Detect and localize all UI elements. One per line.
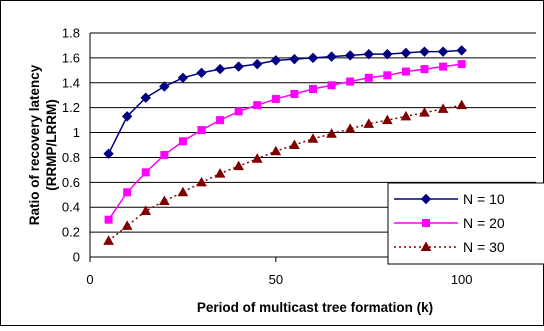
legend-label: N = 20 (463, 215, 505, 231)
data-point (160, 150, 169, 159)
data-point (419, 107, 430, 117)
data-point (270, 145, 282, 156)
legend-label: N = 30 (463, 239, 505, 255)
data-point (383, 71, 392, 80)
y-axis-title-line-1: Ratio of recovery latency (27, 64, 42, 225)
data-point (400, 110, 412, 121)
y-tick-label: 1.2 (62, 100, 80, 115)
data-point (327, 81, 336, 90)
data-point (234, 107, 243, 116)
data-point (123, 188, 132, 197)
data-point (344, 123, 356, 133)
data-point (196, 67, 207, 79)
data-point (307, 133, 319, 143)
data-point (419, 46, 430, 57)
x-tick-label: 100 (451, 272, 473, 287)
data-point (177, 186, 189, 197)
data-point (326, 51, 337, 62)
data-point (159, 81, 170, 92)
data-point (196, 176, 207, 187)
legend-marker (422, 219, 430, 227)
y-axis-title-line-2: (RRMP/LRRM) (44, 99, 59, 190)
y-tick-label: 1.4 (62, 75, 80, 90)
y-tick-label: 0.8 (62, 150, 80, 165)
data-point (439, 62, 448, 71)
data-point (400, 47, 412, 59)
data-point (420, 65, 429, 74)
data-point (158, 195, 170, 205)
data-point (289, 53, 300, 65)
data-point (289, 139, 300, 149)
data-point (251, 153, 263, 163)
data-point (214, 63, 226, 75)
data-point (104, 215, 113, 224)
legend-marker (420, 193, 432, 205)
data-point (290, 89, 299, 98)
y-tick-label: 1.6 (62, 50, 80, 65)
data-point (214, 168, 226, 178)
data-point (178, 137, 187, 146)
data-point (177, 72, 189, 84)
y-tick-label: 0.4 (62, 200, 80, 215)
data-point (140, 205, 152, 215)
data-point (121, 220, 133, 230)
data-point (364, 73, 373, 82)
data-point (270, 55, 282, 66)
data-point (271, 94, 280, 103)
data-point (381, 114, 393, 125)
data-point (197, 126, 206, 135)
data-point (382, 48, 393, 60)
series-1 (103, 45, 467, 159)
data-point (344, 50, 356, 61)
y-tick-label: 0.2 (62, 225, 80, 240)
y-tick-label: 1.8 (62, 26, 80, 41)
data-point (307, 52, 319, 64)
data-point (457, 60, 466, 69)
series-group (103, 45, 468, 245)
data-point (326, 128, 337, 138)
data-point (121, 111, 133, 122)
series-2 (104, 60, 466, 224)
data-point (103, 235, 114, 245)
y-tick-label: 0 (73, 250, 80, 265)
series-3 (103, 99, 468, 245)
series-line (108, 104, 462, 242)
y-tick-label: 1 (73, 125, 80, 140)
data-point (233, 61, 244, 72)
y-tick-label: 0.6 (62, 175, 80, 190)
legend-label: N = 10 (463, 191, 505, 207)
data-point (233, 160, 245, 171)
x-tick-label: 0 (86, 272, 93, 287)
axes: 0 0.2 0.4 0.6 0.8 1 1.2 1.4 1.6 1.8 0 50 100 (62, 26, 473, 288)
legend: N = 10 N = 20 N = 30 (387, 182, 544, 265)
data-point (103, 148, 114, 159)
data-point (252, 58, 263, 70)
data-point (216, 116, 225, 125)
data-point (346, 77, 355, 86)
data-point (140, 92, 151, 103)
data-point (401, 67, 410, 76)
data-point (456, 99, 468, 110)
data-point (363, 48, 374, 60)
data-point (437, 46, 449, 57)
legend-marker (420, 241, 432, 251)
data-point (253, 101, 262, 110)
x-axis-title: Period of multicast tree formation (k) (197, 300, 433, 315)
data-point (456, 45, 467, 56)
data-point (363, 118, 375, 128)
data-point (437, 103, 449, 113)
data-point (141, 168, 150, 177)
data-point (309, 85, 317, 93)
x-tick-label: 50 (269, 272, 283, 287)
